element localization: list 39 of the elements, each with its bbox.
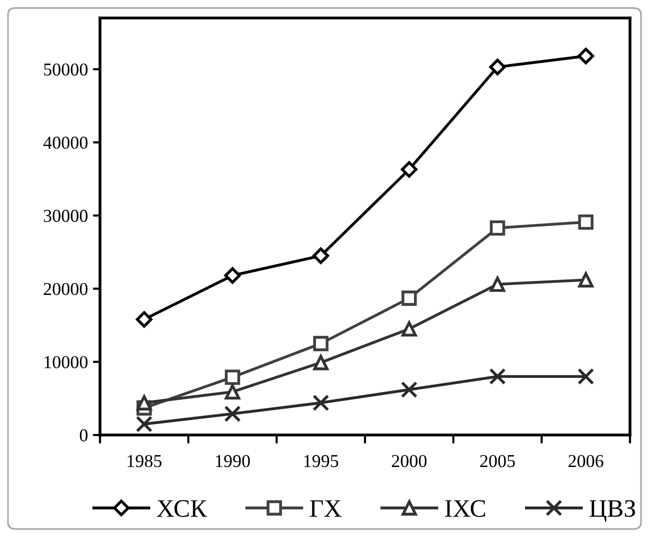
x-tick-label: 1995 — [304, 455, 338, 468]
legend-label: ХСК — [156, 500, 207, 517]
point — [402, 321, 417, 337]
point — [489, 58, 506, 76]
point — [136, 416, 152, 432]
point — [136, 395, 152, 410]
y-tick-label: 0 — [80, 429, 88, 442]
point — [578, 272, 594, 288]
point — [312, 394, 330, 412]
point — [578, 368, 594, 385]
point — [224, 267, 241, 284]
point — [224, 384, 240, 400]
point — [136, 311, 152, 328]
x-tick-label: 2006 — [568, 454, 604, 468]
y-tick-label: 40000 — [43, 136, 88, 149]
point — [312, 248, 330, 264]
point — [224, 405, 241, 422]
y-tick-label: 10000 — [44, 356, 88, 368]
point — [313, 354, 328, 370]
point — [578, 48, 594, 64]
point — [489, 368, 506, 385]
point — [490, 276, 506, 292]
point — [400, 161, 418, 178]
legend-label: ЦВЗ — [590, 500, 636, 522]
x-tick-label: 2000 — [392, 454, 427, 468]
x-tick-label: 1990 — [216, 454, 250, 468]
legend-label: ГХ — [310, 500, 342, 517]
x-tick-label: 2005 — [480, 454, 515, 468]
legend-label: ІХС — [445, 500, 486, 517]
point — [224, 370, 240, 385]
y-tick-label: 20000 — [44, 282, 88, 296]
point — [400, 381, 418, 398]
point — [313, 336, 328, 352]
point — [402, 290, 417, 306]
point — [578, 214, 594, 230]
x-tick-label: 1985 — [128, 454, 162, 468]
point — [490, 220, 506, 236]
y-tick-label: 30000 — [44, 210, 88, 222]
y-tick-label: 50000 — [44, 63, 88, 76]
